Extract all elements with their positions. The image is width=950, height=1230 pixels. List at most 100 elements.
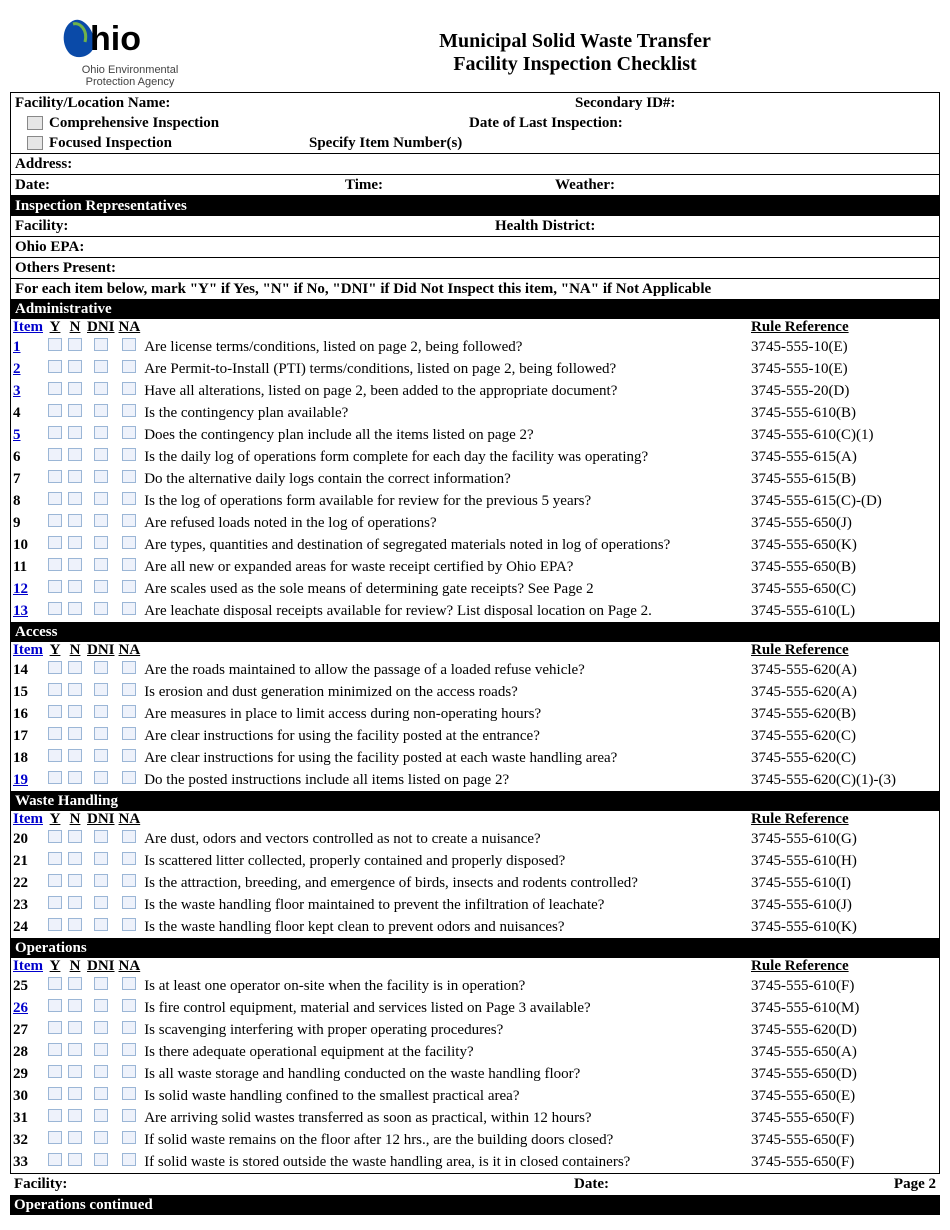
checkbox-n[interactable]: [65, 747, 85, 769]
checkbox-na[interactable]: [117, 975, 143, 997]
checkbox-na[interactable]: [117, 769, 143, 791]
checkbox-dni[interactable]: [85, 725, 117, 747]
checkbox-n[interactable]: [65, 769, 85, 791]
checkbox-na[interactable]: [117, 681, 143, 703]
checkbox-n[interactable]: [65, 1041, 85, 1063]
checkbox-y[interactable]: [45, 1151, 65, 1173]
checkbox-n[interactable]: [65, 1063, 85, 1085]
checkbox-na[interactable]: [117, 490, 143, 512]
checkbox-na[interactable]: [117, 1085, 143, 1107]
checkbox-na[interactable]: [117, 747, 143, 769]
checkbox-y[interactable]: [45, 916, 65, 938]
checkbox-n[interactable]: [65, 380, 85, 402]
checkbox-y[interactable]: [45, 1019, 65, 1041]
checkbox-n[interactable]: [65, 703, 85, 725]
checkbox-n[interactable]: [65, 468, 85, 490]
checkbox-y[interactable]: [45, 556, 65, 578]
checkbox-y[interactable]: [45, 534, 65, 556]
checkbox-y[interactable]: [45, 1107, 65, 1129]
checkbox-y[interactable]: [45, 681, 65, 703]
checkbox-na[interactable]: [117, 894, 143, 916]
checkbox-y[interactable]: [45, 380, 65, 402]
checkbox-n[interactable]: [65, 402, 85, 424]
checkbox-dni[interactable]: [85, 358, 117, 380]
checkbox-na[interactable]: [117, 850, 143, 872]
checkbox-dni[interactable]: [85, 659, 117, 681]
checkbox-na[interactable]: [117, 1151, 143, 1173]
checkbox-dni[interactable]: [85, 894, 117, 916]
checkbox-n[interactable]: [65, 681, 85, 703]
checkbox-dni[interactable]: [85, 468, 117, 490]
checkbox-y[interactable]: [45, 1041, 65, 1063]
checkbox-y[interactable]: [45, 828, 65, 850]
checkbox-y[interactable]: [45, 490, 65, 512]
checkbox-dni[interactable]: [85, 850, 117, 872]
checkbox-n[interactable]: [65, 446, 85, 468]
checkbox-y[interactable]: [45, 446, 65, 468]
checkbox-na[interactable]: [117, 600, 143, 622]
checkbox-dni[interactable]: [85, 1019, 117, 1041]
checkbox-dni[interactable]: [85, 747, 117, 769]
checkbox-n[interactable]: [65, 872, 85, 894]
checkbox-dni[interactable]: [85, 769, 117, 791]
checkbox-y[interactable]: [45, 975, 65, 997]
item-number[interactable]: 3: [11, 380, 45, 402]
checkbox-dni[interactable]: [85, 1085, 117, 1107]
checkbox-comprehensive[interactable]: [27, 116, 43, 130]
checkbox-dni[interactable]: [85, 556, 117, 578]
checkbox-n[interactable]: [65, 725, 85, 747]
item-number[interactable]: 12: [11, 578, 45, 600]
checkbox-na[interactable]: [117, 1019, 143, 1041]
checkbox-y[interactable]: [45, 358, 65, 380]
checkbox-n[interactable]: [65, 997, 85, 1019]
checkbox-dni[interactable]: [85, 1129, 117, 1151]
checkbox-n[interactable]: [65, 490, 85, 512]
checkbox-n[interactable]: [65, 1151, 85, 1173]
checkbox-y[interactable]: [45, 872, 65, 894]
checkbox-y[interactable]: [45, 424, 65, 446]
checkbox-na[interactable]: [117, 725, 143, 747]
checkbox-dni[interactable]: [85, 534, 117, 556]
checkbox-n[interactable]: [65, 828, 85, 850]
checkbox-n[interactable]: [65, 600, 85, 622]
checkbox-na[interactable]: [117, 1041, 143, 1063]
checkbox-na[interactable]: [117, 512, 143, 534]
checkbox-dni[interactable]: [85, 916, 117, 938]
checkbox-dni[interactable]: [85, 872, 117, 894]
checkbox-n[interactable]: [65, 534, 85, 556]
checkbox-n[interactable]: [65, 1107, 85, 1129]
checkbox-y[interactable]: [45, 468, 65, 490]
checkbox-n[interactable]: [65, 975, 85, 997]
checkbox-y[interactable]: [45, 703, 65, 725]
checkbox-n[interactable]: [65, 659, 85, 681]
checkbox-y[interactable]: [45, 997, 65, 1019]
checkbox-dni[interactable]: [85, 424, 117, 446]
checkbox-na[interactable]: [117, 380, 143, 402]
checkbox-na[interactable]: [117, 1107, 143, 1129]
checkbox-dni[interactable]: [85, 380, 117, 402]
checkbox-n[interactable]: [65, 512, 85, 534]
checkbox-n[interactable]: [65, 358, 85, 380]
checkbox-na[interactable]: [117, 424, 143, 446]
checkbox-dni[interactable]: [85, 578, 117, 600]
checkbox-dni[interactable]: [85, 600, 117, 622]
checkbox-dni[interactable]: [85, 1151, 117, 1173]
checkbox-na[interactable]: [117, 659, 143, 681]
checkbox-dni[interactable]: [85, 681, 117, 703]
checkbox-na[interactable]: [117, 358, 143, 380]
checkbox-n[interactable]: [65, 578, 85, 600]
checkbox-dni[interactable]: [85, 1041, 117, 1063]
checkbox-n[interactable]: [65, 424, 85, 446]
checkbox-n[interactable]: [65, 894, 85, 916]
checkbox-n[interactable]: [65, 336, 85, 358]
checkbox-n[interactable]: [65, 556, 85, 578]
checkbox-y[interactable]: [45, 600, 65, 622]
checkbox-y[interactable]: [45, 747, 65, 769]
checkbox-na[interactable]: [117, 997, 143, 1019]
checkbox-na[interactable]: [117, 402, 143, 424]
checkbox-y[interactable]: [45, 1085, 65, 1107]
checkbox-y[interactable]: [45, 850, 65, 872]
checkbox-y[interactable]: [45, 894, 65, 916]
checkbox-dni[interactable]: [85, 828, 117, 850]
checkbox-na[interactable]: [117, 872, 143, 894]
